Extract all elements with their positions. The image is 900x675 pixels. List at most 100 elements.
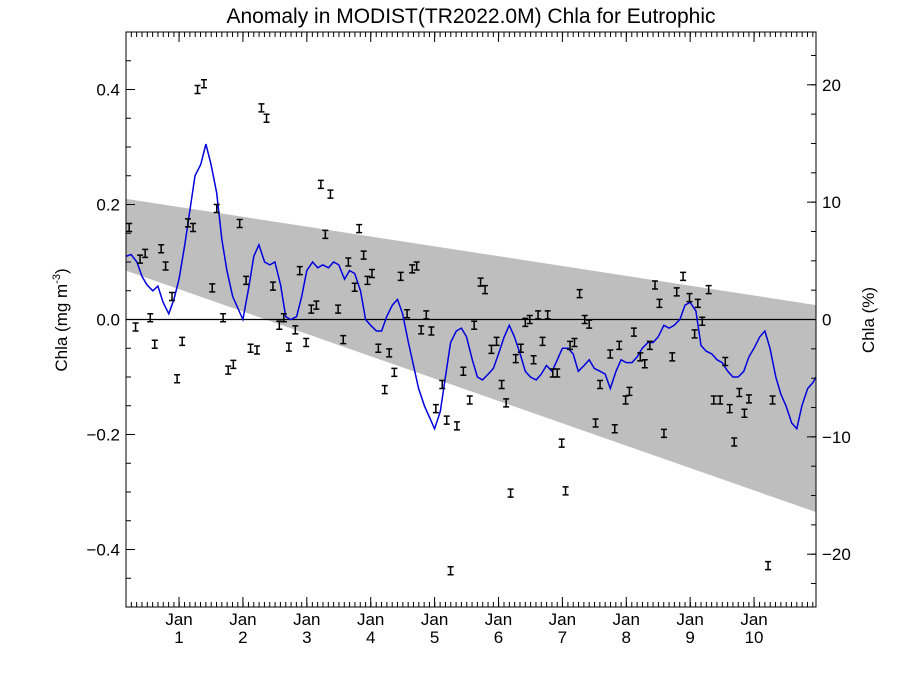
error-bar-marker xyxy=(466,395,473,405)
error-bar-marker xyxy=(340,334,347,345)
error-bar-marker xyxy=(562,486,569,496)
error-bar-marker xyxy=(717,395,724,405)
error-bar-marker xyxy=(460,366,467,376)
x-tick-label-month: Jan xyxy=(549,610,576,629)
error-bar-marker xyxy=(686,292,693,303)
error-bar-marker xyxy=(308,304,315,314)
y-axis-label-base: Chla (mg m xyxy=(52,284,71,372)
error-bar-marker xyxy=(526,314,533,325)
error-bar-marker xyxy=(535,310,542,320)
error-bar-marker xyxy=(512,353,519,364)
error-bar-marker xyxy=(327,189,334,199)
y2-axis-label: Chla (%) xyxy=(859,287,878,353)
error-bar-marker xyxy=(263,113,270,123)
error-bar-marker xyxy=(581,314,588,325)
y-tick-label: −0.2 xyxy=(86,426,120,445)
error-bar-marker xyxy=(322,229,329,240)
error-bar-marker xyxy=(741,408,748,418)
error-bar-marker xyxy=(626,386,633,397)
y-tick-label: 0.2 xyxy=(96,196,120,215)
error-bar-marker xyxy=(611,424,618,434)
error-bar-marker xyxy=(360,250,367,260)
error-bar-marker xyxy=(147,313,154,323)
error-bar-marker xyxy=(567,340,574,351)
error-bar-marker xyxy=(368,268,375,279)
error-bar-marker xyxy=(471,320,478,330)
x-tick-label-year: 2 xyxy=(238,628,247,647)
error-bar-marker xyxy=(443,415,450,425)
y2-tick-label: 10 xyxy=(822,193,841,212)
error-bar-marker xyxy=(375,343,382,353)
error-bar-marker xyxy=(285,342,292,352)
y2-tick-label: 20 xyxy=(822,76,841,95)
error-bar-marker xyxy=(174,373,181,384)
error-bar-marker xyxy=(409,264,416,274)
error-bar-marker xyxy=(247,343,254,353)
x-tick-label-year: 4 xyxy=(366,628,375,647)
x-tick-label-year: 10 xyxy=(745,628,764,647)
error-bar-marker xyxy=(404,309,411,319)
error-bar-marker xyxy=(493,336,500,347)
y2-tick-label: −20 xyxy=(822,545,851,564)
error-bar-marker xyxy=(184,218,191,228)
error-bar-marker xyxy=(126,222,133,233)
error-bar-marker xyxy=(345,257,352,267)
error-bar-marker xyxy=(253,345,260,355)
error-bar-marker xyxy=(213,203,220,214)
error-bar-marker xyxy=(142,248,149,259)
x-tick-label-month: Jan xyxy=(229,610,256,629)
error-bar-marker xyxy=(630,327,637,337)
error-bar-marker xyxy=(230,359,237,370)
error-bar-marker xyxy=(558,438,565,448)
error-bar-marker xyxy=(736,387,743,398)
error-bar-marker xyxy=(726,403,733,414)
error-bar-marker xyxy=(428,326,435,336)
error-bar-marker xyxy=(660,428,667,439)
error-bar-marker xyxy=(158,244,165,254)
error-bar-marker xyxy=(280,313,287,323)
error-bar-marker xyxy=(699,316,706,326)
error-bar-marker xyxy=(482,284,489,295)
error-bar-marker xyxy=(381,384,388,395)
y-axis-label: Chla (mg m-3) xyxy=(51,268,71,371)
x-tick-label-year: 8 xyxy=(622,628,631,647)
y-axis-label-sup: -3 xyxy=(51,274,63,284)
error-bar-marker xyxy=(530,355,537,365)
error-bar-marker xyxy=(769,395,776,405)
x-tick-label-year: 9 xyxy=(685,628,694,647)
x-tick-label-month: Jan xyxy=(421,610,448,629)
error-bar-marker xyxy=(351,282,358,293)
error-bar-marker xyxy=(694,298,701,309)
x-tick-label-year: 7 xyxy=(558,628,567,647)
error-bar-marker xyxy=(190,222,197,233)
error-bar-marker xyxy=(220,313,227,323)
y-tick-label: 0.0 xyxy=(96,311,120,330)
error-bar-marker xyxy=(296,265,303,276)
error-bar-marker xyxy=(597,379,604,390)
error-bar-marker xyxy=(423,310,430,320)
error-bar-marker xyxy=(335,304,342,314)
y-tick-label: 0.4 xyxy=(96,81,120,100)
error-bar-marker xyxy=(303,337,310,348)
x-tick-label-month: Jan xyxy=(293,610,320,629)
error-bar-marker xyxy=(418,325,425,335)
x-tick-label-year: 1 xyxy=(174,628,183,647)
error-bar-marker xyxy=(498,379,505,390)
error-bar-marker xyxy=(243,275,250,286)
error-bar-marker xyxy=(571,337,578,348)
error-bar-marker xyxy=(258,103,265,113)
error-bar-marker xyxy=(745,394,752,404)
y2-tick-label: 0 xyxy=(822,311,831,330)
error-bar-marker xyxy=(656,298,663,309)
error-bar-marker xyxy=(364,275,371,286)
error-bar-marker xyxy=(317,179,324,190)
error-bar-marker xyxy=(162,261,169,271)
error-bar-marker xyxy=(169,291,175,302)
error-bar-marker xyxy=(705,284,712,295)
x-tick-label-year: 6 xyxy=(494,628,503,647)
error-bar-marker xyxy=(132,322,139,332)
error-bar-marker xyxy=(507,488,514,498)
error-bar-marker xyxy=(710,395,717,405)
error-bar-marker xyxy=(488,344,495,355)
error-bar-marker xyxy=(194,84,201,95)
